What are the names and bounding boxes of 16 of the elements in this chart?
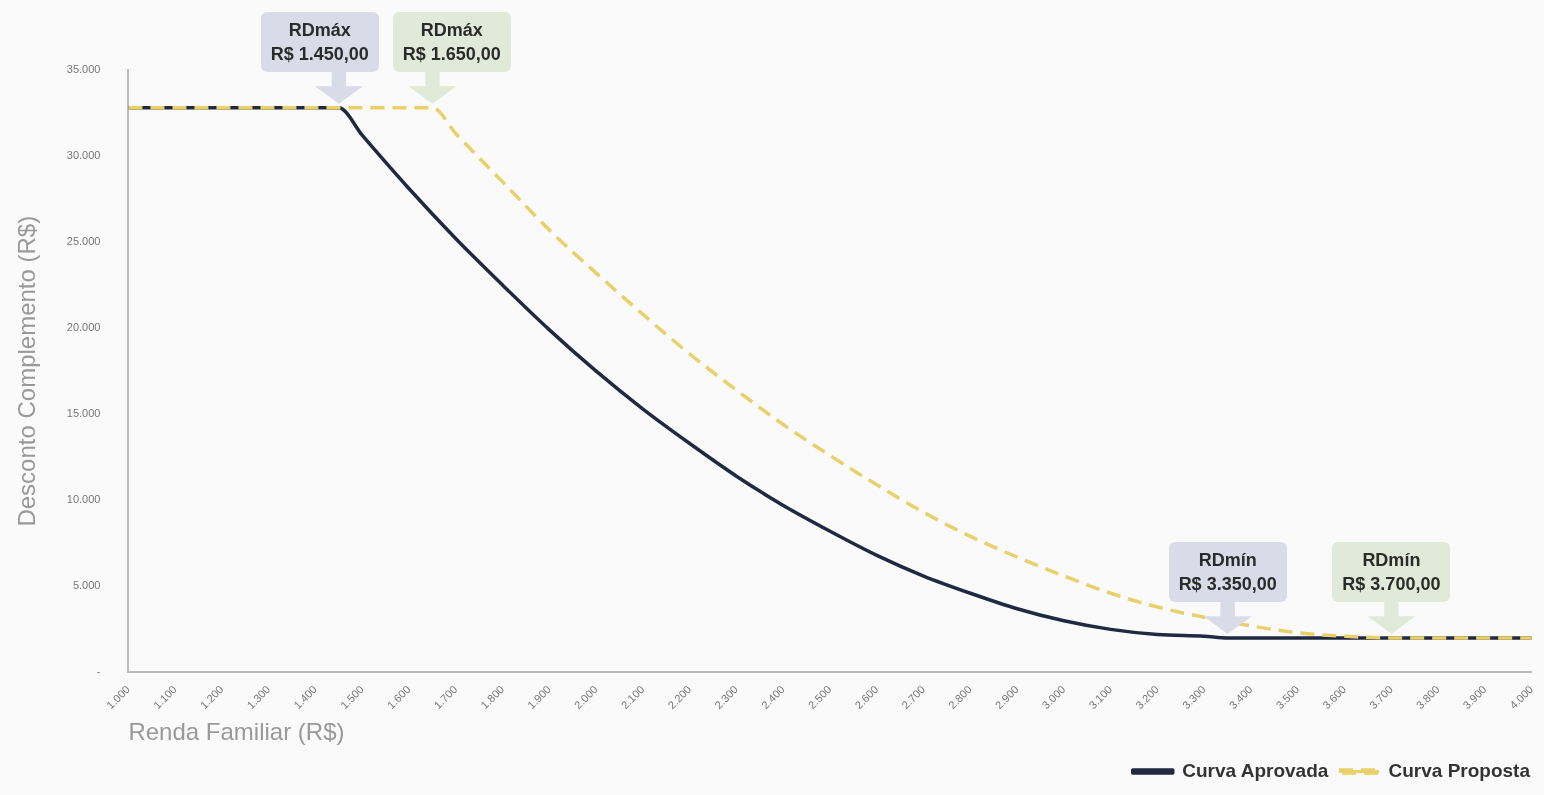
y-tick-label: 5.000 [72,579,101,592]
annotation: RDmín R$ 3.350,00 [1178,548,1277,596]
annotation: RDmáx R$ 1.650,00 [402,18,501,66]
x-axis-title: Renda Familiar (R$) [128,718,345,746]
y-tick-label: 35.000 [66,63,101,76]
y-tick-label: 25.000 [66,235,101,248]
y-tick-label: 30.000 [66,149,101,162]
annotation: RDmín R$ 3.700,00 [1342,548,1441,596]
legend-label: Curva Aprovada [1182,759,1329,781]
y-tick-label: 10.000 [66,493,101,506]
y-tick-label: 15.000 [66,407,101,420]
annotation: RDmáx R$ 1.450,00 [270,18,369,66]
y-tick-label: 20.000 [66,321,101,334]
y-axis-title: Desconto Complemento (R$) [13,215,41,527]
y-tick-label: - [96,665,101,678]
legend-label: Curva Proposta [1388,759,1531,781]
